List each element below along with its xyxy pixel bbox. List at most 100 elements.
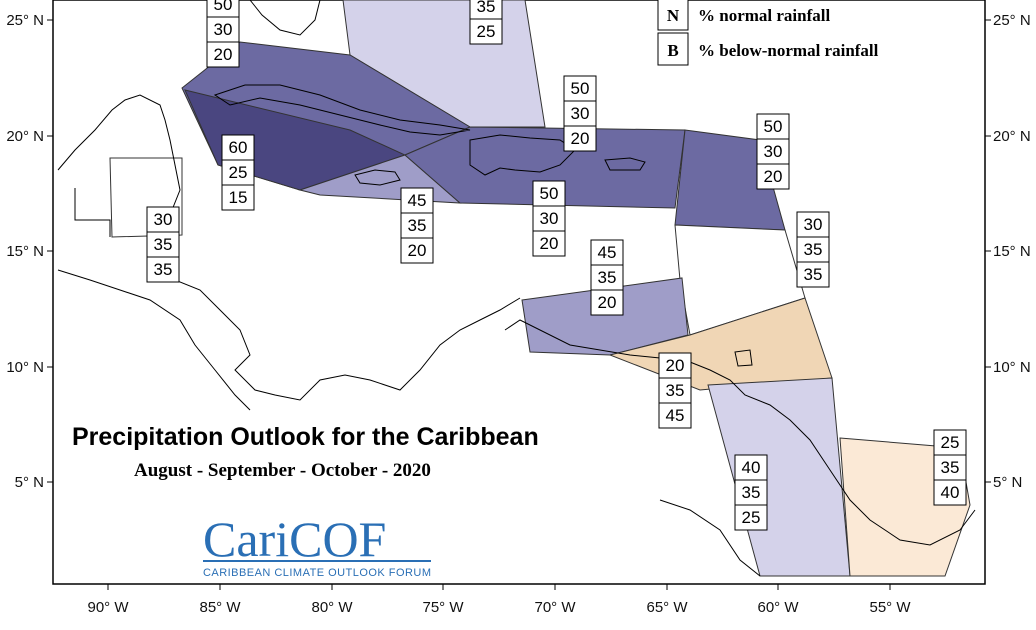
x-tick-label: 65° W (646, 599, 688, 616)
outlook-value: 15 (229, 188, 248, 207)
outlook-value: 20 (764, 167, 783, 186)
logo-wordmark: CariCOF (203, 511, 386, 567)
yucatan (74, 188, 111, 237)
outlook-box: 30 35 35 (146, 206, 180, 283)
puerto-rico-island (604, 157, 646, 171)
y-tick-labels-right: 25° N 20° N 15° N 10° N 5° N (993, 12, 1031, 491)
legend: N % normal rainfall B % below-normal rai… (657, 0, 879, 66)
outlook-value: 20 (571, 129, 590, 148)
outlook-value: 25 (941, 433, 960, 452)
logo-tagline: CARIBBEAN CLIMATE OUTLOOK FORUM (203, 567, 431, 579)
outlook-box: 50 30 20 (756, 113, 790, 190)
outlook-box: 45 35 20 (400, 187, 434, 264)
outlook-value: 35 (477, 0, 496, 16)
outlook-value: 35 (598, 268, 617, 287)
x-tick-label: 75° W (422, 599, 464, 616)
outlook-box: 20 35 45 (658, 352, 692, 429)
x-tick-label: 70° W (534, 599, 576, 616)
outlook-value: 45 (598, 243, 617, 262)
outlook-value: 20 (666, 356, 685, 375)
y-tick-label: 5° N (993, 474, 1022, 491)
outlook-box: 45 35 20 (590, 239, 624, 316)
y-tick-label: 20° N (6, 128, 44, 145)
outlook-value: 25 (229, 163, 248, 182)
outlook-value: 20 (540, 234, 559, 253)
outlook-value: 35 (666, 381, 685, 400)
outlook-box: 35 25 (469, 0, 503, 45)
venezuela-coast (504, 319, 976, 546)
outlook-box: 60 25 15 (221, 134, 255, 211)
outlook-box: 50 30 20 (206, 0, 240, 68)
outlook-value: 45 (666, 406, 685, 425)
map-subtitle: August - September - October - 2020 (134, 460, 431, 481)
legend-code: N (667, 6, 680, 25)
x-tick-label: 55° W (869, 599, 911, 616)
outlook-value: 20 (408, 241, 427, 260)
florida (249, 0, 321, 36)
y-tick-label: 10° N (6, 359, 44, 376)
outlook-box: 50 30 20 (563, 75, 597, 152)
outlook-value: 30 (540, 209, 559, 228)
outlook-box: 30 35 35 (796, 211, 830, 288)
caricof-logo: CariCOF CARIBBEAN CLIMATE OUTLOOK FORUM (203, 511, 431, 579)
y-tick-label: 15° N (6, 243, 44, 260)
outlook-value: 40 (742, 458, 761, 477)
logo-suffix: COF (289, 511, 386, 567)
outlook-value: 30 (154, 210, 173, 229)
cuba-island (213, 84, 471, 136)
logo-prefix: Cari (203, 511, 289, 567)
outlook-box: 40 35 25 (734, 454, 768, 531)
outlook-value: 45 (408, 191, 427, 210)
x-tick-label: 90° W (87, 599, 129, 616)
y-tick-labels-left: 25° N 20° N 15° N 10° N 5° N (6, 12, 44, 491)
outlook-value: 30 (804, 215, 823, 234)
x-tick-label: 80° W (311, 599, 353, 616)
x-tick-label: 60° W (757, 599, 799, 616)
y-tick-label: 15° N (993, 243, 1031, 260)
outlook-value: 30 (764, 142, 783, 161)
outlook-value: 50 (214, 0, 233, 14)
outlook-value: 20 (214, 45, 233, 64)
outlook-value: 30 (571, 104, 590, 123)
y-tick-label: 25° N (6, 12, 44, 29)
outlook-value: 30 (214, 20, 233, 39)
outlook-box: 50 30 20 (532, 180, 566, 257)
outlook-value: 50 (540, 184, 559, 203)
y-tick-label: 5° N (15, 474, 44, 491)
y-tick-label: 10° N (993, 359, 1031, 376)
logo-rule (203, 560, 431, 562)
central-america-coast (57, 94, 521, 401)
outlook-value: 50 (764, 117, 783, 136)
outlook-value: 35 (804, 265, 823, 284)
legend-key-box (657, 32, 689, 66)
outlook-value: 50 (571, 79, 590, 98)
x-tick-labels: 90° W 85° W 80° W 75° W 70° W 65° W 60° … (87, 599, 911, 616)
outlook-value: 25 (742, 508, 761, 527)
hispaniola-island (469, 134, 576, 176)
x-tick-label: 85° W (199, 599, 241, 616)
jamaica-island (354, 169, 401, 186)
outlook-value: 25 (477, 22, 496, 41)
y-tick-label: 20° N (993, 128, 1031, 145)
outlook-value: 35 (742, 483, 761, 502)
outlook-value: 35 (154, 260, 173, 279)
outlook-value: 40 (941, 483, 960, 502)
outlook-value: 35 (941, 458, 960, 477)
coastlines (57, 0, 976, 577)
legend-label: % below-normal rainfall (698, 41, 879, 60)
outlook-value: 60 (229, 138, 248, 157)
outlook-boxes: 50 30 20 35 25 60 25 15 30 35 35 45 35 2… (146, 0, 967, 531)
central-america-pacific (57, 269, 251, 411)
outlook-value: 20 (598, 293, 617, 312)
legend-label: % normal rainfall (698, 6, 830, 25)
legend-key-box (657, 0, 689, 31)
y-tick-label: 25° N (993, 12, 1031, 29)
south-america-interior (659, 499, 761, 577)
legend-code: B (667, 41, 678, 60)
axis-ticks (47, 19, 991, 590)
outlook-value: 35 (408, 216, 427, 235)
map-title: Precipitation Outlook for the Caribbean (72, 423, 539, 451)
outlook-value: 35 (804, 240, 823, 259)
trinidad-island (734, 349, 753, 367)
